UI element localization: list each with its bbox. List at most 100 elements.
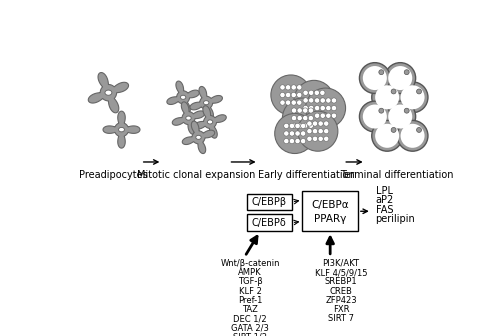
Polygon shape — [182, 121, 214, 154]
Circle shape — [280, 92, 285, 97]
Circle shape — [416, 89, 422, 94]
Circle shape — [308, 123, 314, 128]
Text: C/EBPβ: C/EBPβ — [252, 197, 287, 207]
Ellipse shape — [186, 116, 191, 120]
Circle shape — [286, 100, 290, 105]
Polygon shape — [103, 111, 140, 148]
Circle shape — [391, 127, 396, 132]
Circle shape — [284, 131, 289, 136]
Circle shape — [298, 111, 338, 151]
Circle shape — [320, 106, 326, 111]
Ellipse shape — [208, 120, 213, 124]
Circle shape — [291, 85, 296, 90]
Circle shape — [332, 113, 336, 118]
Text: Preadipocytes: Preadipocytes — [80, 170, 148, 180]
Circle shape — [379, 70, 384, 75]
Bar — [247, 214, 292, 231]
Circle shape — [318, 136, 324, 141]
Text: Mitotic clonal expansion: Mitotic clonal expansion — [137, 170, 256, 180]
Circle shape — [307, 121, 312, 126]
Circle shape — [312, 136, 318, 141]
Circle shape — [308, 90, 314, 95]
Circle shape — [360, 62, 390, 93]
Ellipse shape — [204, 101, 209, 105]
Circle shape — [284, 138, 289, 144]
Circle shape — [416, 127, 422, 132]
Circle shape — [314, 90, 320, 95]
Circle shape — [274, 114, 315, 154]
Circle shape — [297, 123, 302, 128]
Circle shape — [332, 106, 336, 111]
Circle shape — [295, 131, 300, 136]
Circle shape — [391, 89, 396, 94]
Circle shape — [282, 98, 323, 138]
Text: DEC 1/2: DEC 1/2 — [234, 314, 267, 324]
Circle shape — [314, 106, 320, 111]
Circle shape — [291, 92, 296, 97]
Ellipse shape — [180, 95, 186, 99]
Text: PPARγ: PPARγ — [314, 214, 346, 224]
Text: C/EBPα: C/EBPα — [312, 200, 349, 210]
Circle shape — [397, 120, 428, 151]
Ellipse shape — [118, 127, 124, 132]
Text: KLF 2: KLF 2 — [238, 287, 262, 296]
Circle shape — [400, 85, 424, 109]
Text: Terminal differentiation: Terminal differentiation — [340, 170, 453, 180]
Circle shape — [388, 104, 412, 129]
Circle shape — [296, 92, 302, 97]
Circle shape — [360, 101, 390, 132]
Text: TAZ: TAZ — [242, 305, 258, 314]
Circle shape — [385, 62, 416, 93]
Circle shape — [320, 98, 325, 103]
Circle shape — [379, 108, 384, 113]
Circle shape — [308, 106, 314, 111]
Text: C/EBPδ: C/EBPδ — [252, 218, 286, 228]
Circle shape — [404, 70, 409, 75]
Circle shape — [404, 108, 409, 113]
Circle shape — [326, 113, 331, 118]
Circle shape — [280, 85, 285, 90]
Circle shape — [385, 101, 416, 132]
Circle shape — [297, 108, 302, 113]
Circle shape — [307, 129, 312, 134]
Text: aP2: aP2 — [376, 196, 394, 206]
Circle shape — [375, 124, 399, 148]
Circle shape — [303, 90, 308, 95]
Text: LPL: LPL — [376, 186, 392, 196]
Circle shape — [302, 108, 308, 113]
Text: FAS: FAS — [376, 205, 393, 215]
Circle shape — [284, 123, 289, 128]
Circle shape — [320, 98, 326, 103]
Circle shape — [300, 131, 306, 136]
Circle shape — [320, 113, 326, 118]
Text: SREBP1: SREBP1 — [324, 278, 358, 287]
Circle shape — [271, 75, 311, 115]
Circle shape — [372, 120, 402, 151]
Circle shape — [291, 100, 296, 105]
Polygon shape — [88, 73, 128, 113]
Circle shape — [314, 106, 320, 111]
Circle shape — [318, 129, 324, 134]
Circle shape — [363, 104, 387, 129]
Circle shape — [312, 129, 318, 134]
Circle shape — [297, 116, 302, 121]
Text: SIRT 7: SIRT 7 — [328, 314, 354, 324]
Circle shape — [286, 85, 290, 90]
Circle shape — [388, 66, 412, 90]
Circle shape — [308, 108, 314, 113]
Circle shape — [292, 108, 296, 113]
Circle shape — [296, 85, 302, 90]
Circle shape — [292, 116, 296, 121]
Ellipse shape — [196, 135, 201, 139]
Circle shape — [375, 85, 399, 109]
Circle shape — [397, 82, 428, 113]
Bar — [247, 194, 292, 210]
Circle shape — [363, 66, 387, 90]
Circle shape — [332, 98, 336, 103]
Text: PI3K/AKT: PI3K/AKT — [322, 259, 360, 268]
Text: CREB: CREB — [330, 287, 352, 296]
Text: Wnt/β-catenin: Wnt/β-catenin — [220, 259, 280, 268]
Circle shape — [324, 129, 329, 134]
Circle shape — [302, 116, 308, 121]
Text: KLF 4/5/9/15: KLF 4/5/9/15 — [314, 268, 367, 277]
